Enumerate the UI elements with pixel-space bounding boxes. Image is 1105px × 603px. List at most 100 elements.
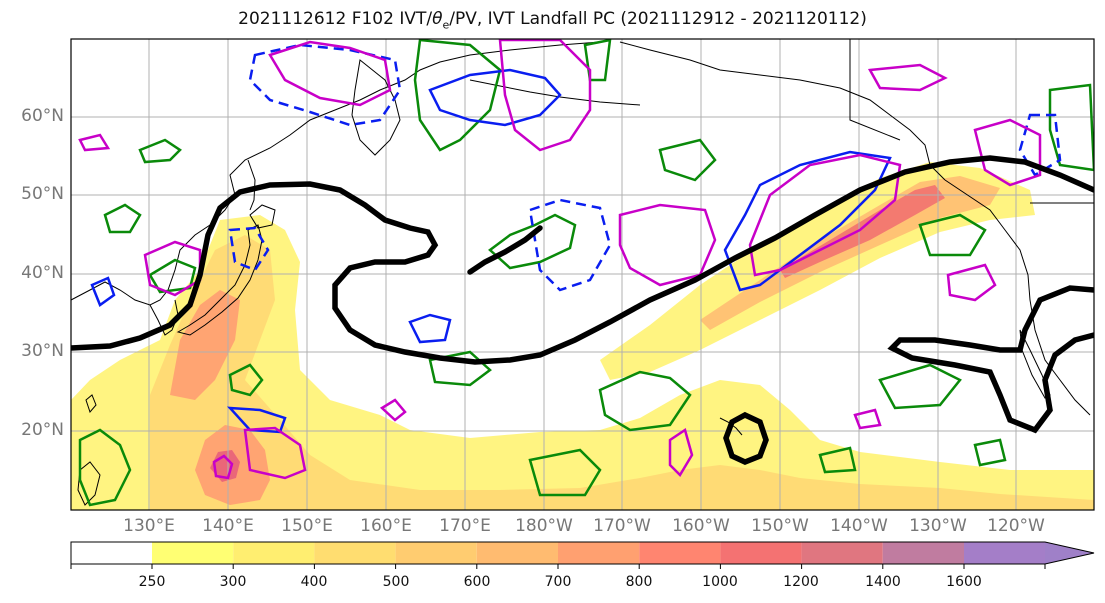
lat-label-50n: 50°N — [21, 184, 64, 204]
pv-blue-contour-dashed — [528, 198, 612, 292]
lon-label-140e: 140°E — [202, 516, 254, 536]
ivt-region-ar-core — [700, 176, 1000, 330]
lon-label-160e: 160°E — [360, 516, 412, 536]
colorbar-bin — [395, 542, 477, 564]
lon-label-180w: 180°W — [515, 516, 573, 536]
pv-green-contour — [488, 213, 577, 270]
lon-label-150e: 150°E — [281, 516, 333, 536]
colorbar-label-500: 500 — [382, 574, 410, 590]
colorbar-label-1400: 1400 — [865, 574, 901, 590]
map-frame — [70, 38, 1095, 511]
coast-north-america — [944, 179, 1091, 416]
pv-magenta-contour — [946, 263, 997, 302]
lon-label-120w: 120°W — [987, 516, 1045, 536]
colorbar-label-1200: 1200 — [783, 574, 819, 590]
pv-green-contour — [1048, 83, 1094, 172]
pv-green-contour — [878, 363, 962, 410]
pv-green-contour — [413, 39, 502, 152]
ivt-region-south-peak — [210, 450, 240, 482]
lon-label-170e: 170°E — [439, 516, 491, 536]
pv-magenta-contour — [268, 40, 392, 107]
lon-label-130e: 130°E — [123, 516, 175, 536]
pv-green-contour — [428, 350, 492, 387]
colorbar-bin — [314, 542, 396, 564]
pv-magenta-contour — [212, 454, 234, 480]
colorbar-bin — [639, 542, 721, 564]
pv-magenta-contour — [973, 118, 1042, 187]
pv-magenta-contour — [853, 408, 882, 430]
coast-asia-mainland — [71, 41, 601, 306]
colorbar-bin — [964, 542, 1045, 564]
theta-e-contour-east — [887, 285, 1094, 434]
pv-blue-contours — [90, 43, 1062, 434]
coast-alaska — [619, 41, 946, 181]
colorbar-label-700: 700 — [544, 574, 572, 590]
colorbar-bin — [801, 542, 883, 564]
title-main: 2021112612 F102 IVT/ — [238, 9, 433, 29]
colorbar-bin — [882, 542, 964, 564]
theta-e-contours — [71, 155, 1094, 465]
lat-label-20n: 20°N — [21, 420, 64, 440]
pv-magenta-contour — [668, 428, 694, 478]
pv-green-contour — [973, 438, 1007, 467]
pv-green-contour — [78, 428, 132, 507]
lat-label-30n: 30°N — [21, 341, 64, 361]
ivt-shading — [71, 162, 1094, 510]
lon-label-160w: 160°W — [672, 516, 730, 536]
colorbar-label-800: 800 — [625, 574, 653, 590]
pv-green-contour — [138, 138, 182, 164]
coast-korea — [149, 299, 179, 336]
colorbar-label-250: 250 — [138, 574, 166, 590]
theta-e-contour-north — [467, 225, 543, 275]
pv-magenta-contour — [379, 398, 407, 422]
pv-green-contours — [78, 39, 1094, 507]
colorbar-bin — [152, 542, 234, 564]
colorbar-bin — [720, 542, 802, 564]
lon-label-170w: 170°W — [593, 516, 651, 536]
pv-blue-contour — [408, 313, 452, 344]
lon-label-140w: 140°W — [830, 516, 888, 536]
title-rest: /PV, IVT Landfall PC (2021112912 - 20211… — [449, 9, 867, 29]
pv-blue-contour — [428, 68, 562, 127]
colorbar-bin — [476, 542, 558, 564]
colorbar-bin-below — [71, 542, 152, 564]
pv-blue-contour — [723, 150, 892, 292]
ivt-region-west-pacific — [71, 215, 1094, 510]
pv-blue-contour-dashed — [228, 226, 270, 272]
coast-philippines — [77, 461, 101, 506]
pv-green-contour — [918, 213, 987, 257]
pv-magenta-contour — [867, 63, 948, 92]
title-theta-subscript: e — [442, 18, 450, 32]
coast-taiwan — [85, 394, 97, 413]
figure-title: 2021112612 F102 IVT/θe/PV, IVT Landfall … — [0, 9, 1105, 31]
pv-blue-contour — [90, 276, 116, 307]
lat-label-60n: 60°N — [21, 106, 64, 126]
colorbar-bin — [233, 542, 315, 564]
theta-e-contour-loop — [723, 411, 769, 465]
pv-green-contour — [818, 446, 857, 474]
lon-label-150w: 150°W — [751, 516, 809, 536]
pv-green-contour — [103, 203, 142, 234]
ivt-region-ar-max — [780, 185, 945, 278]
title-theta: θ — [432, 9, 443, 29]
colorbar-label-600: 600 — [463, 574, 491, 590]
theta-e-contour-main — [71, 155, 1094, 365]
pv-green-contour — [228, 363, 264, 397]
coast-hokkaido — [249, 204, 276, 229]
colorbar-bins — [152, 542, 1045, 564]
colorbar-bin — [558, 542, 640, 564]
pv-magenta-contour — [748, 153, 902, 277]
pv-blue-contour-dashed — [248, 43, 402, 127]
map-panel — [71, 39, 1094, 510]
colorbar-label-1600: 1600 — [946, 574, 982, 590]
pv-green-contour — [598, 370, 692, 432]
political-border-alaska — [849, 39, 901, 141]
pv-magenta-contour — [498, 39, 592, 152]
colorbar-label-400: 400 — [300, 574, 328, 590]
pv-magenta-contour — [78, 133, 111, 152]
pv-green-contour — [658, 138, 717, 182]
pv-magenta-contour — [243, 426, 307, 480]
lon-label-130w: 130°W — [909, 516, 967, 536]
colorbar-label-1000: 1000 — [702, 574, 738, 590]
